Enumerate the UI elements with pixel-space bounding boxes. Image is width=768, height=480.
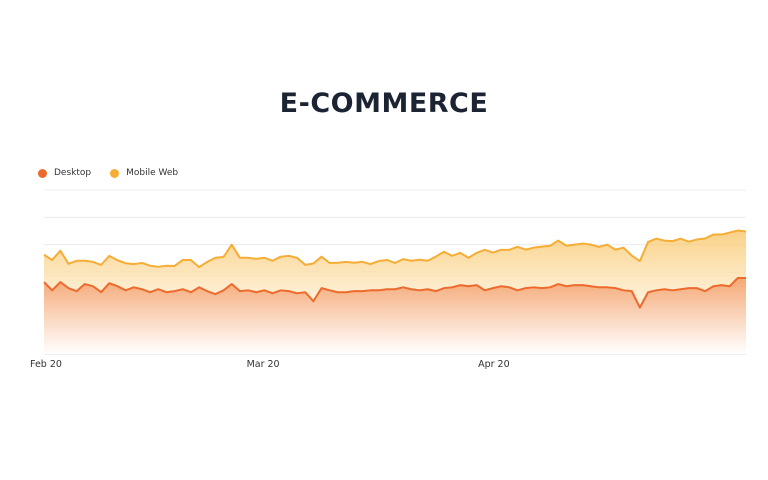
desktop-area [44,278,746,354]
legend-label-desktop: Desktop [54,168,92,178]
chart-title: E-COMMERCE [279,88,489,119]
series-lines [43,229,747,309]
legend-item-desktop[interactable]: Desktop [38,168,91,178]
x-tick-label: Apr 20 [478,359,510,370]
legend-marker-mobile [110,168,120,178]
x-tick-label: Mar 20 [247,359,280,370]
series-areas [44,230,746,354]
legend-item-mobile[interactable]: Mobile Web [110,168,178,178]
mobile-web-line [43,229,747,269]
x-tick-label: Feb 20 [30,359,62,370]
chart-legend: Desktop Mobile Web [38,168,197,178]
legend-marker-desktop [38,168,47,178]
x-axis-ticks: Feb 20 Mar 20 Apr 20 [30,359,510,370]
legend-label-mobile: Mobile Web [126,168,179,178]
desktop-line [43,277,746,309]
mobile-web-area [44,230,746,308]
